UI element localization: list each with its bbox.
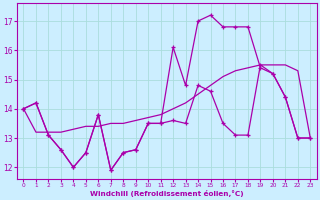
X-axis label: Windchill (Refroidissement éolien,°C): Windchill (Refroidissement éolien,°C) [90, 190, 244, 197]
